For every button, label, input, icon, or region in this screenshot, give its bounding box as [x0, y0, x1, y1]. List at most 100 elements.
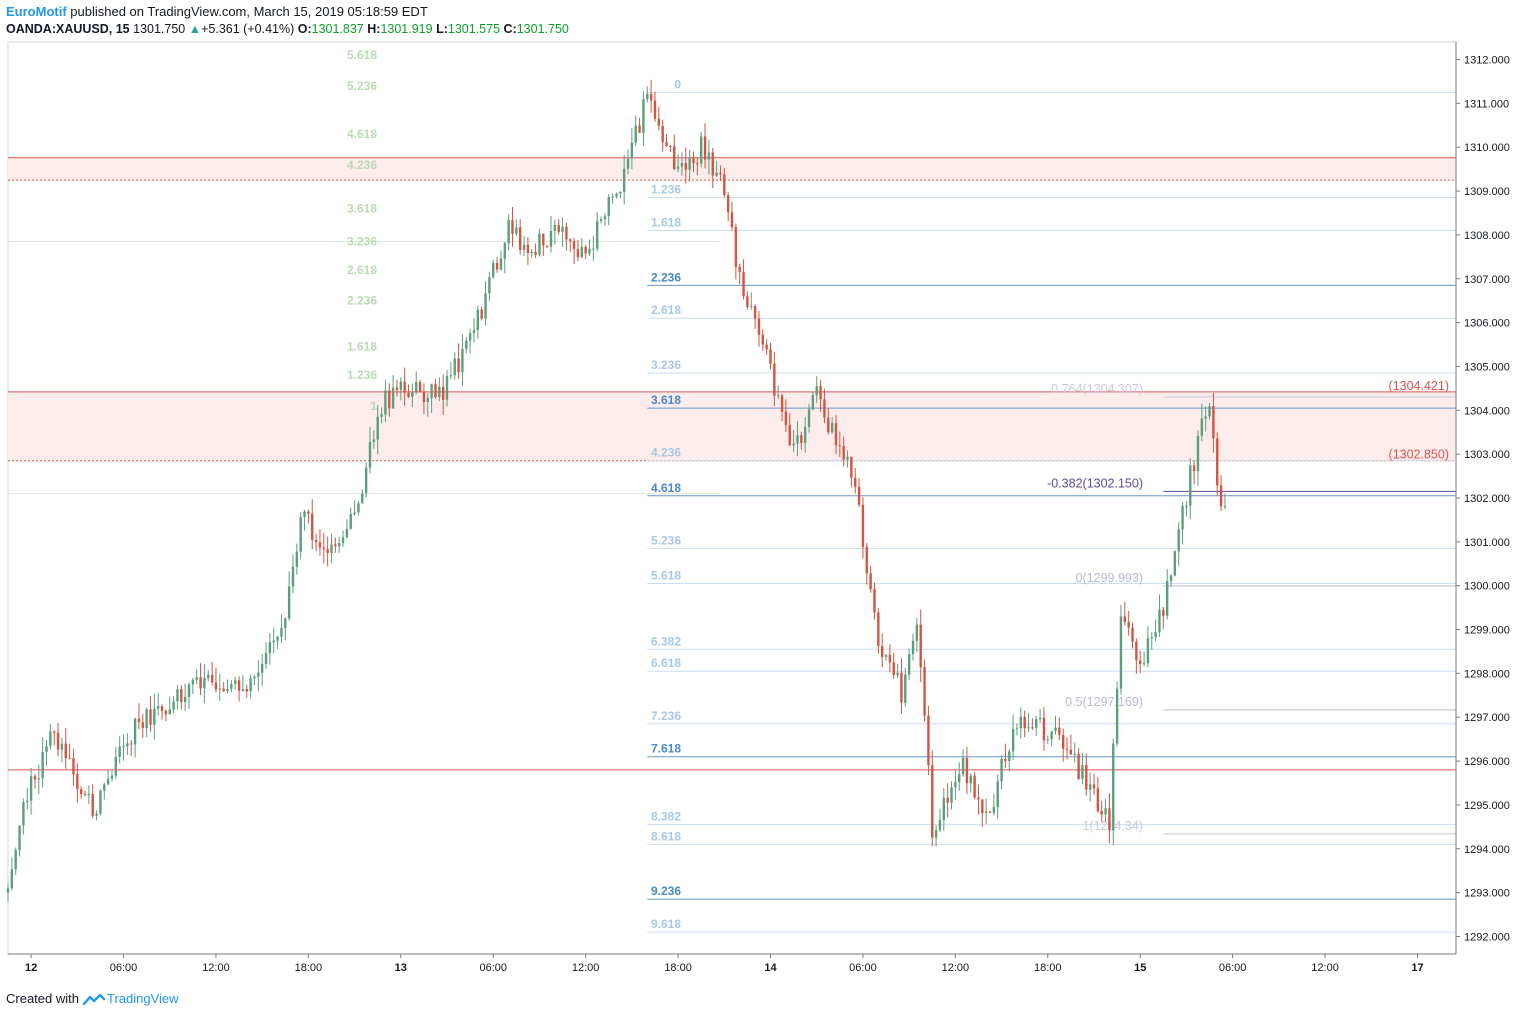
candle — [411, 383, 414, 408]
candle — [203, 664, 206, 704]
candle — [160, 704, 164, 720]
fib-right-label-1: 0 — [674, 77, 681, 91]
candle-body — [214, 682, 218, 690]
candle — [245, 684, 248, 698]
candle-body — [156, 706, 160, 709]
candle — [380, 407, 383, 424]
candle — [110, 770, 114, 782]
candle — [750, 292, 753, 310]
fib-left-label-10: 5.236 — [347, 79, 377, 93]
candle — [122, 734, 125, 761]
candle — [284, 617, 287, 641]
price-chart[interactable]: 1 1.236 1.618 2.236 2.618 3.236 3.618 4.236 4.61… — [0, 0, 1528, 990]
candle-body — [1104, 808, 1107, 815]
candle — [592, 236, 595, 261]
price-tick-label: 1292.000 — [1464, 931, 1510, 943]
fib-left-label-8: 4.236 — [347, 158, 377, 172]
candle — [126, 733, 129, 755]
candle-body — [611, 196, 614, 198]
candle-body — [176, 689, 179, 702]
candle-body — [649, 94, 653, 101]
candle — [434, 378, 437, 400]
candle-body — [472, 330, 476, 334]
candle — [834, 415, 838, 454]
candle-body — [753, 306, 757, 319]
fib-right-label-3: 1.618 — [651, 216, 681, 230]
candle-body — [958, 774, 961, 783]
candle — [41, 737, 44, 788]
candle — [388, 383, 391, 417]
candle-body — [934, 830, 938, 838]
candle-body — [830, 423, 834, 433]
candle — [596, 212, 599, 252]
candle-body — [518, 227, 522, 250]
time-tick-label: 18:00 — [664, 962, 692, 974]
candle — [703, 123, 707, 169]
candle-body — [426, 398, 429, 402]
candle-body — [1008, 751, 1011, 761]
candle — [95, 810, 98, 821]
low-label: L: — [436, 22, 448, 36]
candle — [14, 847, 17, 876]
candle — [742, 259, 745, 300]
high-value: 1301.919 — [380, 22, 433, 36]
candle — [919, 609, 922, 683]
candle-body — [411, 392, 414, 397]
candle — [888, 644, 892, 673]
candle-body — [76, 774, 79, 790]
candle-body — [796, 435, 799, 444]
candle-body — [126, 743, 129, 747]
candle-body — [230, 683, 233, 689]
candle — [842, 436, 845, 467]
candle-body — [911, 640, 915, 655]
close-value: 1301.750 — [516, 22, 569, 36]
candle — [653, 91, 657, 122]
candle — [730, 201, 734, 231]
candle-body — [384, 390, 387, 415]
candle — [1181, 501, 1184, 545]
tradingview-link[interactable]: TradingView — [82, 991, 179, 1006]
candle-body — [361, 493, 364, 504]
candle — [418, 379, 422, 393]
price-tick-label: 1305.000 — [1464, 361, 1510, 373]
candle-body — [349, 514, 352, 529]
candle-body — [884, 654, 888, 658]
candle — [168, 696, 171, 715]
candle — [349, 507, 352, 530]
candle-body — [476, 309, 480, 331]
candle — [368, 426, 372, 474]
price-tick-label: 1298.000 — [1464, 668, 1510, 680]
tradingview-logo-icon — [82, 993, 105, 1005]
candle — [287, 571, 291, 621]
candle-body — [927, 715, 930, 766]
candle-body — [557, 224, 560, 232]
author-link[interactable]: EuroMotif — [6, 4, 67, 19]
candle-body — [353, 512, 356, 515]
candle-body — [438, 386, 441, 398]
candle — [149, 696, 152, 732]
candle — [676, 154, 680, 173]
candle-body — [515, 227, 518, 234]
candle-body — [715, 172, 718, 176]
candle — [391, 374, 395, 409]
candle — [576, 239, 580, 262]
candle-body — [203, 678, 206, 689]
candle — [10, 857, 14, 891]
candle-body — [711, 152, 714, 176]
candle — [1173, 550, 1177, 577]
candle — [83, 790, 87, 796]
candle-body — [1165, 581, 1169, 616]
candle-body — [880, 645, 884, 658]
candle — [234, 676, 237, 690]
candle — [761, 329, 765, 351]
time-tick-label: 06:00 — [849, 962, 877, 974]
candle-body — [1131, 627, 1134, 642]
candle — [1154, 619, 1157, 642]
candle-body — [14, 850, 17, 870]
candle-body — [1096, 788, 1100, 812]
candle — [572, 237, 576, 264]
candle-body — [1142, 663, 1146, 665]
candle — [334, 537, 337, 553]
candle-body — [1011, 728, 1015, 752]
candle-body — [64, 743, 67, 759]
